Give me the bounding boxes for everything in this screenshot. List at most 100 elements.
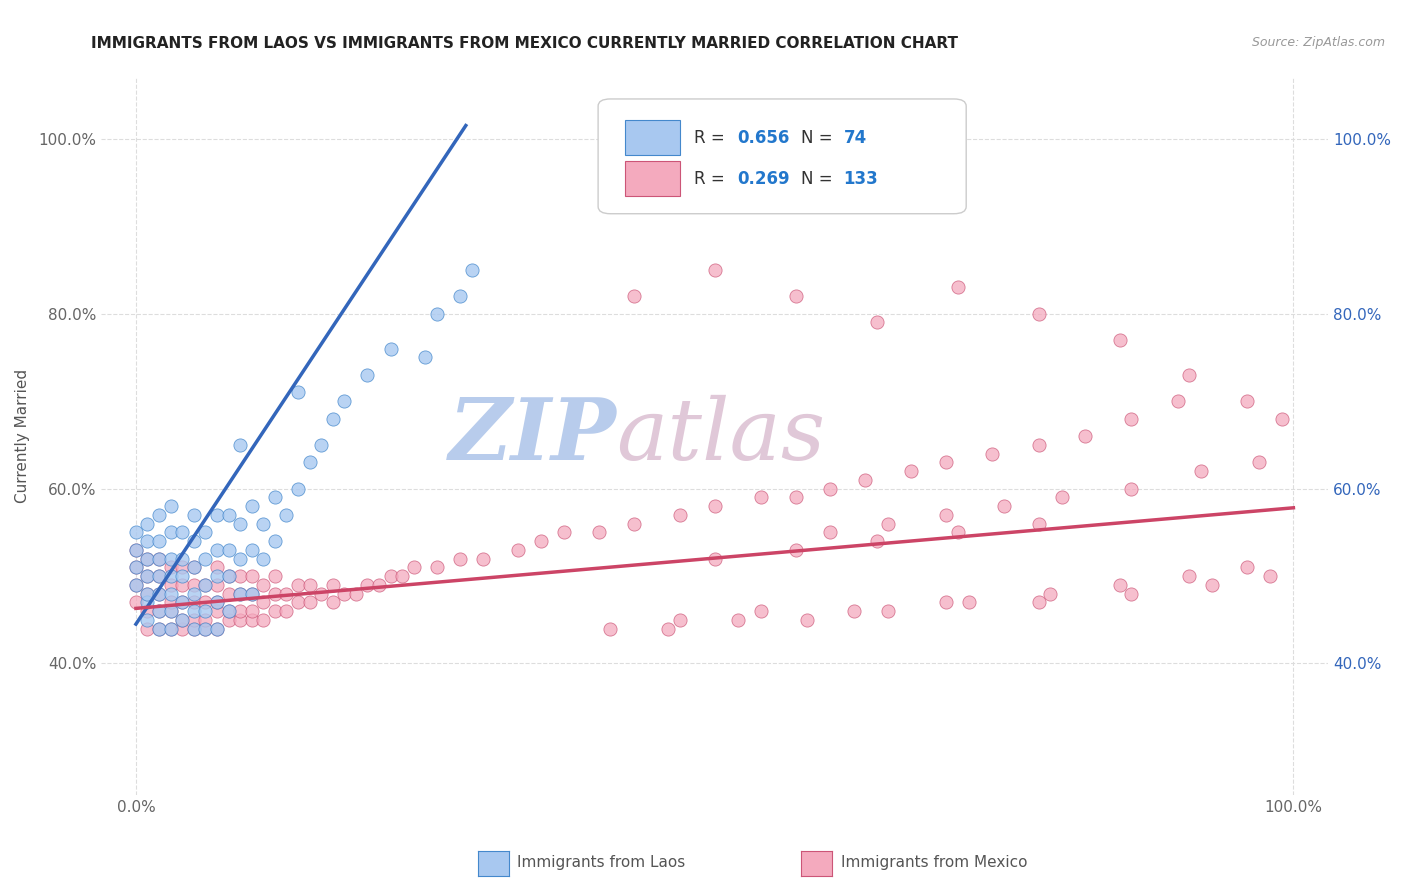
Point bbox=[194, 551, 217, 566]
Point bbox=[1121, 411, 1143, 425]
Point bbox=[183, 613, 205, 627]
Point bbox=[159, 551, 181, 566]
Point bbox=[183, 534, 205, 549]
Point bbox=[205, 542, 228, 557]
Point bbox=[380, 342, 402, 356]
Point bbox=[333, 394, 356, 409]
Point bbox=[229, 438, 252, 452]
Point bbox=[148, 586, 170, 600]
Point bbox=[194, 578, 217, 592]
Point bbox=[218, 569, 240, 583]
Point bbox=[1167, 394, 1189, 409]
Point bbox=[148, 604, 170, 618]
Point bbox=[159, 622, 181, 636]
Point bbox=[194, 604, 217, 618]
Point bbox=[148, 534, 170, 549]
Point bbox=[530, 534, 553, 549]
Point bbox=[1039, 586, 1062, 600]
Point bbox=[785, 542, 807, 557]
Point bbox=[172, 560, 194, 574]
Point bbox=[229, 586, 252, 600]
Point bbox=[1028, 438, 1050, 452]
Point bbox=[136, 586, 159, 600]
Point bbox=[935, 508, 957, 522]
Point bbox=[276, 604, 298, 618]
Point bbox=[356, 578, 378, 592]
Point bbox=[148, 622, 170, 636]
Text: Immigrants from Mexico: Immigrants from Mexico bbox=[841, 855, 1028, 870]
Point bbox=[957, 595, 980, 609]
Point bbox=[183, 508, 205, 522]
Point bbox=[194, 578, 217, 592]
Text: IMMIGRANTS FROM LAOS VS IMMIGRANTS FROM MEXICO CURRENTLY MARRIED CORRELATION CHA: IMMIGRANTS FROM LAOS VS IMMIGRANTS FROM … bbox=[91, 36, 959, 51]
Point bbox=[1201, 578, 1223, 592]
Point bbox=[136, 569, 159, 583]
Point bbox=[1178, 569, 1201, 583]
Point bbox=[252, 578, 274, 592]
Point bbox=[172, 569, 194, 583]
Point bbox=[194, 595, 217, 609]
Point bbox=[172, 551, 194, 566]
Point bbox=[298, 455, 321, 469]
Point bbox=[298, 595, 321, 609]
Point bbox=[229, 604, 252, 618]
Point bbox=[229, 516, 252, 531]
Point bbox=[1189, 464, 1212, 478]
FancyBboxPatch shape bbox=[598, 99, 966, 214]
Point bbox=[125, 560, 148, 574]
Point bbox=[172, 622, 194, 636]
Point bbox=[172, 595, 194, 609]
Point bbox=[159, 569, 181, 583]
Point bbox=[172, 613, 194, 627]
Point bbox=[380, 569, 402, 583]
Point bbox=[796, 613, 818, 627]
Point bbox=[820, 482, 842, 496]
Point bbox=[553, 525, 575, 540]
Point bbox=[125, 542, 148, 557]
Point bbox=[322, 411, 344, 425]
Point bbox=[322, 595, 344, 609]
Point bbox=[263, 491, 285, 505]
Point bbox=[1108, 578, 1130, 592]
Point bbox=[935, 595, 957, 609]
Point bbox=[148, 586, 170, 600]
Point bbox=[749, 491, 772, 505]
Point bbox=[287, 482, 309, 496]
Point bbox=[426, 560, 449, 574]
Point bbox=[218, 569, 240, 583]
Point bbox=[946, 525, 969, 540]
Point bbox=[703, 499, 725, 513]
Point bbox=[172, 595, 194, 609]
Point bbox=[287, 595, 309, 609]
Point bbox=[263, 569, 285, 583]
Point bbox=[240, 604, 263, 618]
Point bbox=[252, 595, 274, 609]
Point bbox=[287, 578, 309, 592]
Point bbox=[333, 586, 356, 600]
Point bbox=[669, 613, 692, 627]
Text: ZIP: ZIP bbox=[449, 394, 616, 478]
Point bbox=[183, 622, 205, 636]
Bar bbox=[626, 161, 681, 195]
Point bbox=[183, 604, 205, 618]
Point bbox=[935, 455, 957, 469]
Text: N =: N = bbox=[800, 169, 838, 187]
Point bbox=[298, 578, 321, 592]
Point bbox=[159, 604, 181, 618]
Point bbox=[368, 578, 391, 592]
Point bbox=[657, 622, 679, 636]
Point bbox=[159, 586, 181, 600]
Point bbox=[1258, 569, 1281, 583]
Point bbox=[263, 534, 285, 549]
Point bbox=[229, 569, 252, 583]
Point bbox=[194, 622, 217, 636]
Point bbox=[263, 586, 285, 600]
Point bbox=[276, 508, 298, 522]
Point bbox=[205, 560, 228, 574]
Point bbox=[136, 586, 159, 600]
Point bbox=[820, 525, 842, 540]
Point bbox=[218, 586, 240, 600]
Text: Immigrants from Laos: Immigrants from Laos bbox=[517, 855, 686, 870]
Point bbox=[136, 569, 159, 583]
Point bbox=[136, 604, 159, 618]
